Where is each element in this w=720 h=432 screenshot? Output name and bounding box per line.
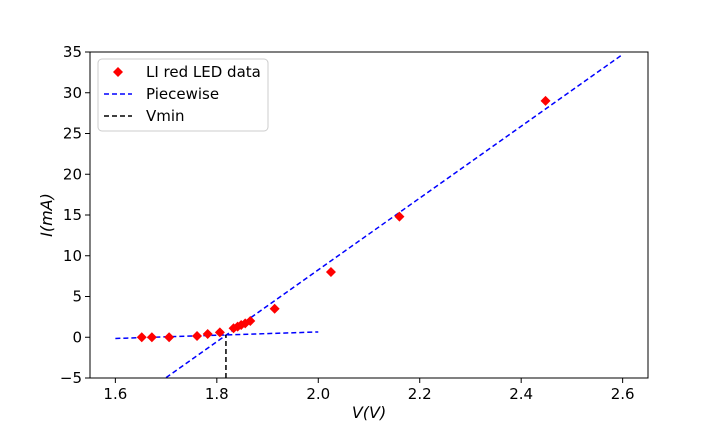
data-point [214, 327, 225, 338]
y-tick-label: 5 [72, 288, 82, 306]
legend-box [97, 58, 269, 132]
piecewise-segment-1 [165, 53, 624, 378]
data-point [394, 211, 405, 222]
plot-clipped-group [115, 53, 624, 378]
y-tick-label: 35 [63, 43, 82, 61]
y-tick-label: 15 [63, 206, 82, 224]
data-point [164, 332, 175, 343]
legend-label: LI red LED data [146, 63, 261, 81]
data-point [269, 303, 280, 314]
y-tick-label: 10 [63, 247, 82, 265]
data-point [245, 315, 256, 326]
x-axis-label: V(V) [352, 403, 386, 422]
data-point [136, 332, 147, 343]
x-tick-label: 2.2 [408, 385, 432, 403]
x-tick-label: 1.6 [103, 385, 127, 403]
plot-area [115, 53, 624, 378]
legend-label: Piecewise [146, 85, 219, 103]
y-axis-label: I(mA) [37, 193, 56, 237]
x-tick-label: 2.4 [509, 385, 533, 403]
x-tick-label: 2.0 [306, 385, 330, 403]
legend-label: Vmin [146, 107, 185, 125]
x-tick-label: 2.6 [611, 385, 635, 403]
y-tick-label: 0 [72, 328, 82, 346]
legend-marker-diamond [113, 67, 123, 77]
legend: LI red LED data Piecewise Vmin [97, 58, 269, 132]
data-point [192, 331, 203, 342]
axes: 1.6 1.8 2.0 2.2 2.4 2.6 −5 0 5 10 15 20 25 30 35 V(V) I(… [37, 43, 649, 422]
y-tick-label: 20 [63, 165, 82, 183]
data-point [202, 328, 213, 339]
y-tick-label: 25 [63, 125, 82, 143]
y-tick-label: −5 [60, 369, 82, 387]
data-point [146, 332, 157, 343]
data-point [325, 267, 336, 278]
x-tick-label: 1.8 [205, 385, 229, 403]
y-tick-label: 30 [63, 84, 82, 102]
data-point [540, 95, 551, 106]
